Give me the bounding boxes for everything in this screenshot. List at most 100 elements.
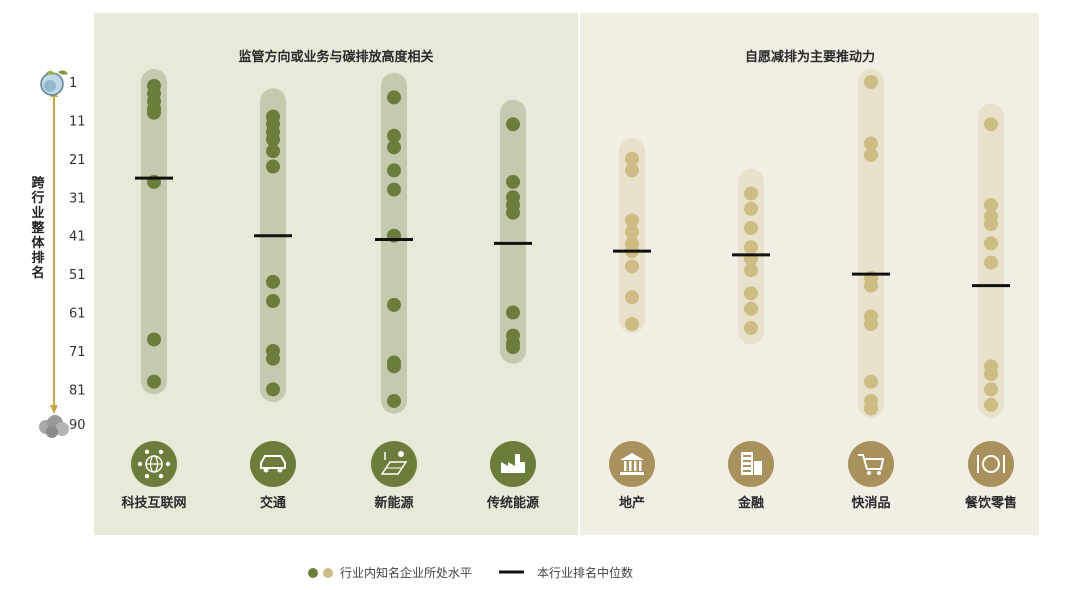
bank-column (634, 461, 637, 471)
company-dot (744, 201, 758, 216)
category-label: 传统能源 (486, 495, 539, 511)
category-label: 科技互联网 (121, 495, 186, 511)
company-dot (984, 397, 998, 412)
y-tick-label: 61 (69, 307, 86, 322)
company-dot (506, 174, 520, 189)
bank-building-icon-circle (609, 441, 655, 487)
company-dot (984, 367, 998, 382)
company-dot (744, 263, 758, 278)
range-band (500, 99, 526, 364)
company-dot (744, 186, 758, 201)
company-dot (506, 305, 520, 320)
globe-icon (40, 70, 68, 96)
y-tick-label: 90 (69, 418, 86, 433)
bank-base (620, 472, 644, 475)
range-band (858, 69, 884, 418)
network-node (144, 449, 150, 455)
bank-column (629, 461, 632, 471)
category-label: 新能源 (374, 495, 413, 511)
company-dot (387, 128, 401, 143)
company-dot (266, 294, 280, 309)
company-dot (266, 274, 280, 289)
category-label: 交通 (260, 495, 286, 511)
solar-panel (380, 461, 408, 475)
y-axis-arrowhead-down (50, 405, 58, 414)
factory-icon (490, 441, 536, 487)
network-node (165, 461, 171, 467)
company-dot (387, 393, 401, 408)
company-dot (984, 255, 998, 270)
bank-column (624, 461, 627, 471)
company-dot (864, 136, 878, 151)
company-dot (625, 151, 639, 166)
company-dot (625, 224, 639, 239)
company-dot (864, 278, 878, 293)
category-label: 餐饮零售 (964, 495, 1017, 511)
company-dot (625, 163, 639, 178)
company-dot (506, 340, 520, 355)
office-annex (754, 461, 762, 475)
legend-dot-beige (323, 568, 333, 578)
globe-meridian (149, 455, 159, 473)
network-node (158, 473, 164, 479)
company-dot (387, 359, 401, 374)
factory-icon-circle (490, 441, 536, 487)
y-axis-label-char: 体 (31, 235, 45, 251)
factory-shape (501, 454, 525, 473)
company-dot (744, 240, 758, 255)
shopping-cart-icon (848, 441, 894, 487)
office-window (743, 470, 751, 472)
y-tick-label: 51 (69, 268, 86, 283)
sun-shape (398, 451, 404, 457)
y-tick-label: 71 (69, 345, 86, 360)
company-dot (984, 236, 998, 251)
bank-column (639, 461, 642, 471)
company-dot (864, 401, 878, 416)
company-dot (984, 197, 998, 212)
solar-power-icon-circle (371, 441, 417, 487)
company-dot (984, 117, 998, 132)
company-dot (147, 374, 161, 389)
y-axis-label-char: 业 (31, 205, 44, 221)
office-window (743, 465, 751, 467)
company-dot (266, 159, 280, 174)
car-wheel (263, 467, 269, 473)
category-label: 地产 (619, 495, 645, 511)
y-tick-label: 41 (69, 230, 86, 245)
plate-shape (982, 455, 1000, 473)
network-node (137, 461, 143, 467)
company-dot (984, 217, 998, 232)
dining-plate-icon (968, 441, 1014, 487)
company-dot (744, 221, 758, 236)
network-globe-icon (131, 441, 177, 487)
legend: 行业内知名企业所处水平 本行业排名中位数 (308, 565, 633, 580)
company-dot (387, 163, 401, 178)
company-dot (744, 286, 758, 301)
office-building-icon (728, 441, 774, 487)
network-node (158, 449, 164, 455)
company-dot (625, 213, 639, 228)
company-dot (744, 320, 758, 335)
shopping-cart-icon-circle (848, 441, 894, 487)
y-tick-label: 1 (69, 76, 77, 91)
network-node (144, 473, 150, 479)
company-dot (266, 382, 280, 397)
office-window (743, 460, 751, 462)
company-dot (266, 351, 280, 366)
y-tick-label: 21 (69, 153, 86, 168)
car-wheel (277, 467, 283, 473)
group-title-2: 自愿减排为主要推动力 (745, 49, 875, 65)
company-dot (266, 144, 280, 159)
smog-cloud-icon (39, 415, 69, 438)
office-tower (741, 452, 753, 475)
solar-power-icon (371, 441, 417, 487)
company-dot (506, 117, 520, 132)
company-dot (864, 374, 878, 389)
range-band (381, 72, 407, 414)
company-dot (864, 317, 878, 332)
company-dot (387, 297, 401, 312)
company-dot (147, 105, 161, 120)
